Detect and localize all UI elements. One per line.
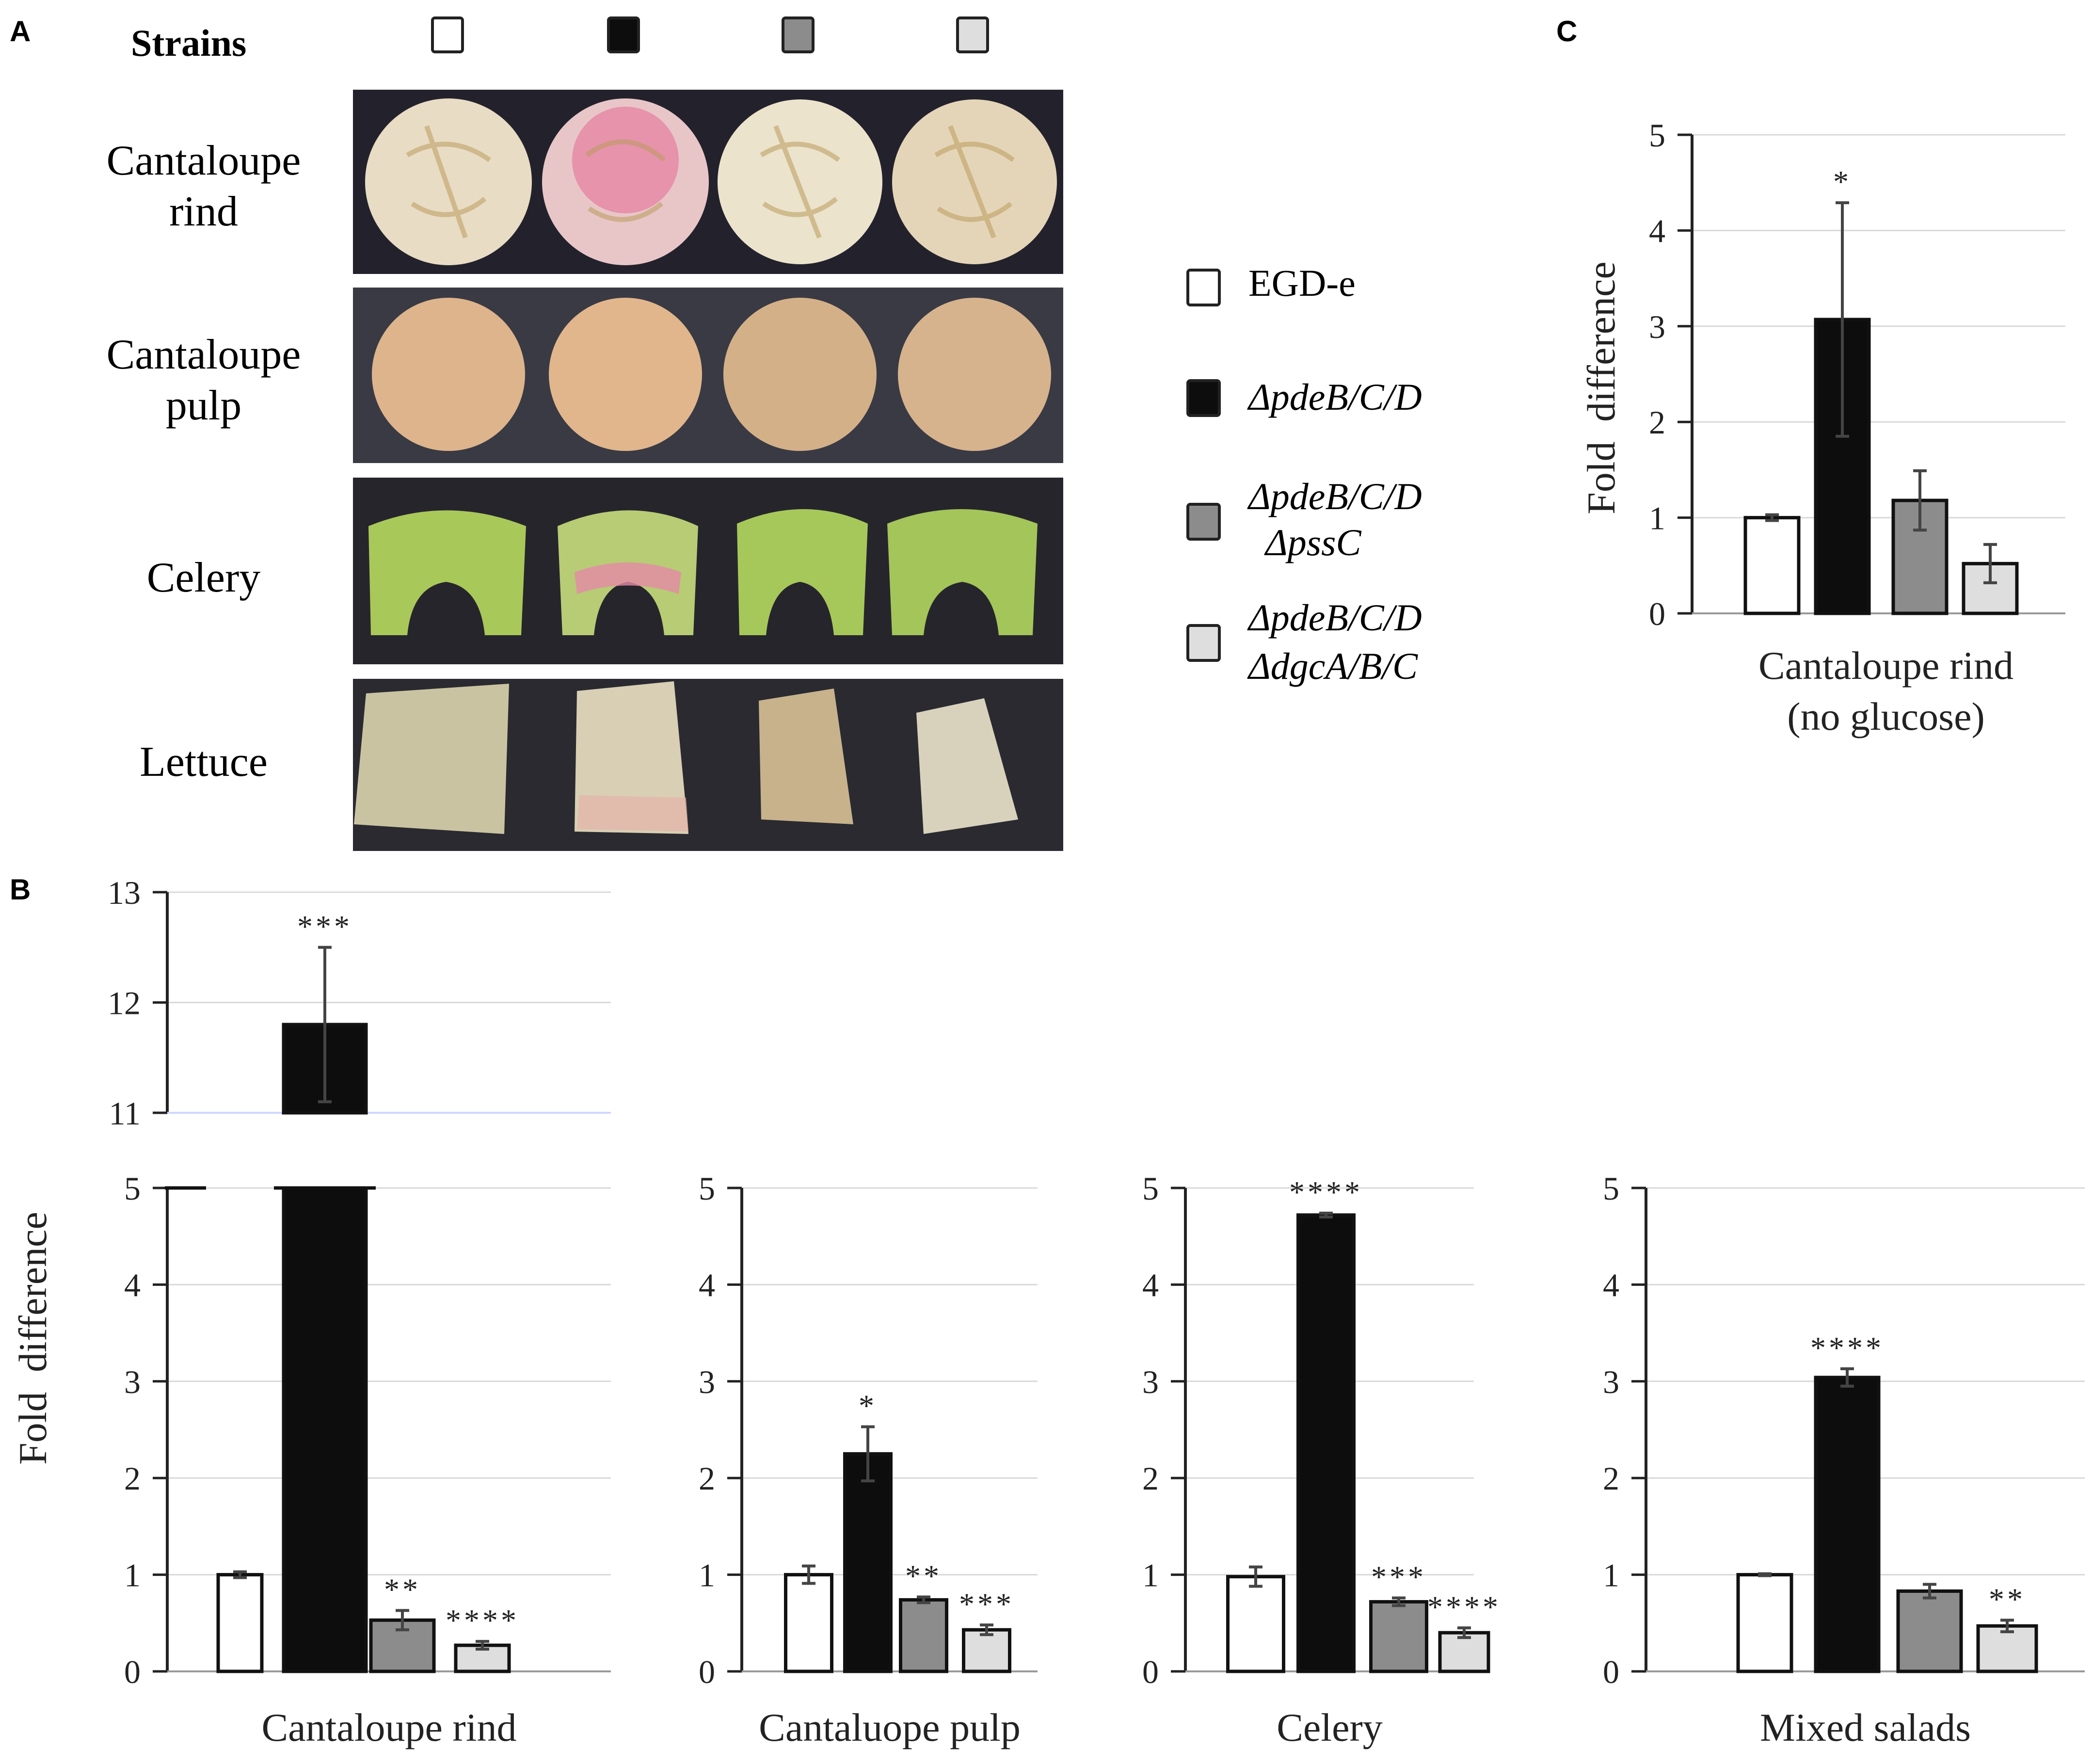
b3-xlabel: Celery: [1277, 1705, 1383, 1749]
b4-ytick-label: 4: [1603, 1267, 1619, 1303]
b3-bar-0: [1226, 1575, 1285, 1673]
c-significance-1: *: [1833, 164, 1852, 199]
b4-ytick-label: 3: [1603, 1363, 1619, 1400]
b2-xlabel: Cantaluope pulp: [759, 1705, 1021, 1749]
legend-label-pdebcd-pssc-line1: ΔpdeB/C/D: [1247, 475, 1422, 517]
c-ytick-label: 4: [1649, 212, 1665, 249]
row-label-celery: Celery: [147, 554, 261, 601]
b2-bar-1: [843, 1452, 893, 1673]
b3-bar-3: [1438, 1631, 1490, 1673]
b3-ytick-label: 1: [1142, 1557, 1159, 1594]
b4-xlabel: Mixed salads: [1760, 1705, 1971, 1749]
b1-bar-0: [216, 1573, 264, 1673]
b1-upper-ytick-label: 13: [108, 874, 141, 911]
b4-bar-3: [1976, 1624, 2038, 1673]
strain-swatch-pdebcd: [607, 16, 640, 53]
b2-significance-1: *: [859, 1389, 877, 1423]
b4-ytick-label: 0: [1603, 1653, 1619, 1690]
legend-swatch-pdebcd-dgcabc: [1186, 624, 1221, 662]
b2-ytick-label: 3: [699, 1363, 715, 1400]
b1-significance-3: ****: [446, 1603, 519, 1637]
b3-significance-2: ***: [1371, 1559, 1426, 1594]
b2-ytick-label: 1: [699, 1557, 715, 1594]
b3-ytick-label: 3: [1142, 1363, 1159, 1400]
c-ytick-label: 0: [1649, 595, 1665, 632]
strain-swatch-egd-e: [431, 16, 464, 53]
panel-a: Strains Cantaloupe rind Cantaloupe pulp Ce…: [107, 16, 1063, 851]
photo-cantaloupe-pulp: [353, 288, 1063, 463]
b2-ytick-label: 5: [699, 1170, 715, 1207]
c-ytick-label: 2: [1649, 404, 1665, 441]
b4-significance-1: ****: [1810, 1331, 1884, 1365]
b1-significance-2: **: [384, 1572, 421, 1606]
b2-significance-3: ***: [959, 1587, 1014, 1621]
b4-significance-3: **: [1989, 1582, 2026, 1616]
b3-significance-1: ****: [1289, 1175, 1363, 1209]
c-ytick-label: 3: [1649, 308, 1665, 345]
legend-label-pdebcd-dgcabc-line2: ΔdgcA/B/C: [1247, 645, 1418, 687]
legend: EGD-e ΔpdeB/C/D ΔpdeB/C/D ΔpssC ΔpdeB/C/…: [1186, 262, 1422, 687]
b3-significance-3: ****: [1427, 1589, 1501, 1624]
b4-ytick-label: 5: [1603, 1170, 1619, 1207]
b2-ytick-label: 0: [699, 1653, 715, 1690]
b1-xlabel: Cantaloupe rind: [261, 1705, 516, 1749]
legend-label-pdebcd: ΔpdeB/C/D: [1247, 376, 1422, 418]
b1-ytick-label: 1: [124, 1557, 141, 1594]
b4-bar-0: [1736, 1573, 1793, 1673]
c-xlabel-line2: (no glucose): [1787, 694, 1985, 738]
legend-label-egd-e: EGD-e: [1248, 262, 1356, 304]
panel-label-a: A: [10, 15, 31, 48]
panel-label-b: B: [10, 873, 31, 906]
b1-ytick-label: 2: [124, 1460, 141, 1497]
b2-significance-2: **: [905, 1558, 942, 1593]
legend-swatch-egd-e: [1186, 269, 1221, 306]
legend-label-pdebcd-dgcabc-line1: ΔpdeB/C/D: [1247, 596, 1422, 639]
legend-label-pdebcd-pssc-line2: ΔpssC: [1264, 521, 1361, 563]
b3-bar-2: [1369, 1600, 1428, 1673]
strain-swatch-pdebcd-pssc: [782, 16, 815, 53]
strains-header: Strains: [131, 22, 246, 64]
row-label-cantaloupe-rind: Cantaloupe rind: [107, 137, 301, 235]
b4-bar-2: [1896, 1589, 1963, 1673]
b3-bar-1: [1296, 1213, 1356, 1673]
strain-swatch-pdebcd-dgcabc: [956, 16, 989, 53]
photo-lettuce: [353, 679, 1063, 851]
c-ytick-label: 5: [1649, 117, 1665, 154]
b2-bar-0: [784, 1573, 833, 1673]
b2-bar-2: [899, 1598, 948, 1673]
b1-ytick-label: 4: [124, 1267, 141, 1303]
b4-bar-1: [1814, 1376, 1881, 1673]
b1-significance-1: ***: [297, 909, 352, 944]
row-label-lettuce: Lettuce: [140, 738, 268, 786]
b1-bar-3: [454, 1643, 511, 1673]
c-bar-0: [1743, 516, 1801, 615]
legend-swatch-pdebcd: [1186, 379, 1221, 417]
b3-ytick-label: 0: [1142, 1653, 1159, 1690]
photo-cantaloupe-rind: [353, 90, 1063, 274]
b4-ytick-label: 1: [1603, 1557, 1619, 1594]
b1-ytick-label: 3: [124, 1363, 141, 1400]
b2-ytick-label: 4: [699, 1267, 715, 1303]
b1-bar-1: [282, 1186, 368, 1673]
b1-ytick-label: 5: [124, 1170, 141, 1207]
b1-ylabel: Fold difference: [11, 1212, 55, 1465]
b1-upper-ytick-label: 11: [109, 1095, 141, 1132]
b4-ytick-label: 2: [1603, 1460, 1619, 1497]
c-xlabel: Cantaloupe rind: [1758, 643, 2013, 688]
b2-ytick-label: 2: [699, 1460, 715, 1497]
b1-ytick-label: 0: [124, 1653, 141, 1690]
b3-ytick-label: 2: [1142, 1460, 1159, 1497]
c-ytick-label: 1: [1649, 500, 1665, 537]
b1-upper-ytick-label: 12: [108, 985, 141, 1022]
c-ylabel: Fold difference: [1579, 261, 1623, 514]
photo-celery: [353, 478, 1063, 664]
row-label-cantaloupe-pulp: Cantaloupe pulp: [107, 331, 301, 429]
b3-ytick-label: 4: [1142, 1267, 1159, 1303]
legend-swatch-pdebcd-pssc: [1186, 503, 1221, 541]
panel-label-c: C: [1556, 15, 1577, 48]
b3-ytick-label: 5: [1142, 1170, 1159, 1207]
